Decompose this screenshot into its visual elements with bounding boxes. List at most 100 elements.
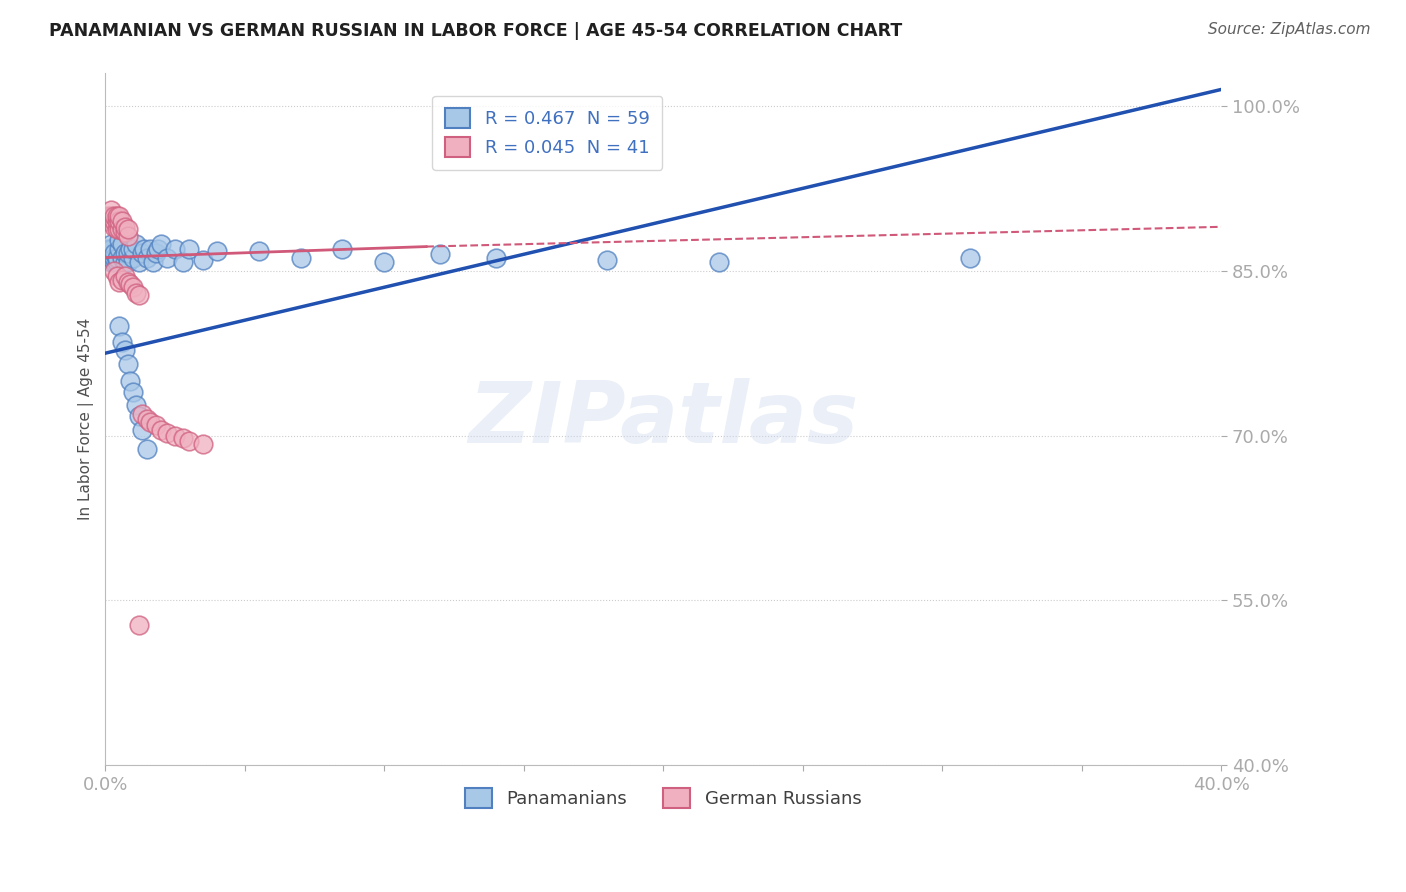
Point — [117, 246, 139, 260]
Point — [105, 209, 128, 223]
Point — [136, 442, 159, 456]
Point — [97, 209, 120, 223]
Point — [108, 233, 131, 247]
Point — [145, 246, 167, 260]
Point — [145, 417, 167, 432]
Point — [131, 407, 153, 421]
Point — [150, 237, 173, 252]
Point — [332, 242, 354, 256]
Point — [177, 242, 200, 256]
Point — [114, 343, 136, 357]
Point — [100, 255, 122, 269]
Y-axis label: In Labor Force | Age 45-54: In Labor Force | Age 45-54 — [79, 318, 94, 520]
Point — [114, 269, 136, 284]
Point — [122, 251, 145, 265]
Point — [120, 277, 142, 291]
Point — [108, 318, 131, 333]
Point — [105, 222, 128, 236]
Point — [108, 222, 131, 236]
Point — [100, 242, 122, 256]
Point — [173, 255, 195, 269]
Point — [108, 242, 131, 256]
Point — [125, 398, 148, 412]
Point — [111, 222, 134, 236]
Point — [120, 242, 142, 256]
Point — [134, 242, 156, 256]
Point — [148, 242, 170, 256]
Point — [373, 255, 395, 269]
Point — [122, 384, 145, 399]
Point — [114, 219, 136, 234]
Point — [111, 214, 134, 228]
Point — [165, 428, 187, 442]
Point — [429, 247, 451, 261]
Point — [173, 431, 195, 445]
Point — [100, 214, 122, 228]
Point — [117, 255, 139, 269]
Point — [97, 246, 120, 260]
Point — [103, 246, 125, 260]
Text: Source: ZipAtlas.com: Source: ZipAtlas.com — [1208, 22, 1371, 37]
Point — [125, 237, 148, 252]
Point — [117, 275, 139, 289]
Point — [485, 251, 508, 265]
Text: ZIPatlas: ZIPatlas — [468, 377, 859, 460]
Point — [100, 246, 122, 260]
Point — [131, 246, 153, 260]
Point — [117, 228, 139, 243]
Point — [103, 214, 125, 228]
Legend: Panamanians, German Russians: Panamanians, German Russians — [458, 780, 869, 815]
Point — [105, 269, 128, 284]
Point — [114, 225, 136, 239]
Point — [108, 214, 131, 228]
Point — [150, 423, 173, 437]
Point — [959, 251, 981, 265]
Point — [117, 222, 139, 236]
Point — [131, 423, 153, 437]
Point — [120, 374, 142, 388]
Point — [100, 209, 122, 223]
Point — [191, 437, 214, 451]
Point — [103, 251, 125, 265]
Point — [111, 335, 134, 350]
Point — [100, 251, 122, 265]
Point — [142, 255, 165, 269]
Point — [97, 214, 120, 228]
Point — [156, 426, 179, 441]
Point — [111, 237, 134, 252]
Point — [105, 251, 128, 265]
Point — [100, 237, 122, 252]
Point — [165, 242, 187, 256]
Point — [136, 251, 159, 265]
Point — [97, 242, 120, 256]
Point — [247, 244, 270, 258]
Point — [103, 255, 125, 269]
Point — [128, 617, 150, 632]
Point — [125, 285, 148, 300]
Point — [97, 251, 120, 265]
Point — [191, 252, 214, 267]
Point — [707, 255, 730, 269]
Point — [108, 209, 131, 223]
Point — [100, 203, 122, 218]
Point — [111, 272, 134, 286]
Point — [290, 251, 312, 265]
Point — [139, 242, 162, 256]
Point — [114, 255, 136, 269]
Point — [128, 409, 150, 423]
Point — [177, 434, 200, 448]
Point — [103, 209, 125, 223]
Point — [105, 255, 128, 269]
Point — [128, 288, 150, 302]
Point — [108, 275, 131, 289]
Text: PANAMANIAN VS GERMAN RUSSIAN IN LABOR FORCE | AGE 45-54 CORRELATION CHART: PANAMANIAN VS GERMAN RUSSIAN IN LABOR FO… — [49, 22, 903, 40]
Point — [136, 412, 159, 426]
Point — [122, 280, 145, 294]
Point — [111, 251, 134, 265]
Point — [122, 242, 145, 256]
Point — [103, 219, 125, 234]
Point — [128, 255, 150, 269]
Point — [139, 416, 162, 430]
Point — [117, 357, 139, 371]
Point — [105, 214, 128, 228]
